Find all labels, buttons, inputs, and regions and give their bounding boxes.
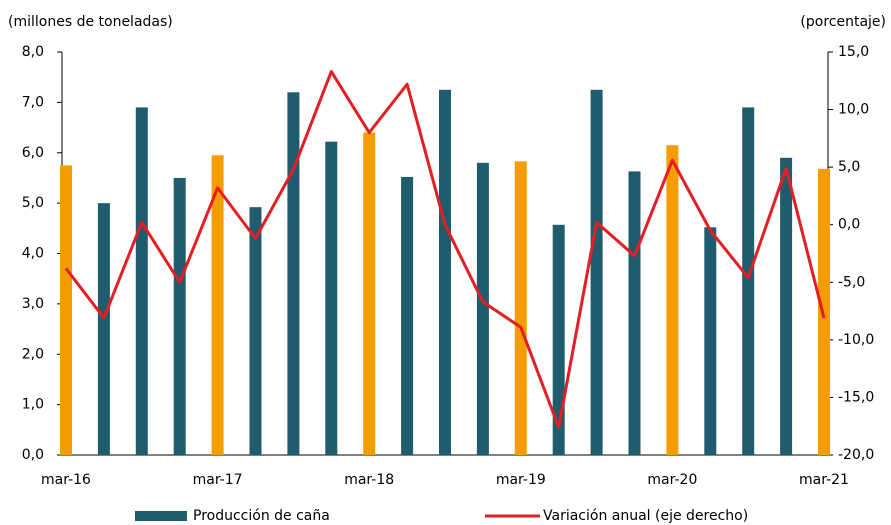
y2-tick-label: 5,0 <box>838 159 860 175</box>
y2-tick-label: 0,0 <box>838 217 860 233</box>
bar <box>552 224 565 455</box>
y-tick-label: 8,0 <box>22 44 44 60</box>
y2-tick-label: 10,0 <box>838 102 869 118</box>
y-tick-label: 0,0 <box>22 447 44 463</box>
bar <box>476 162 489 455</box>
bar <box>780 157 793 455</box>
bar <box>135 107 148 455</box>
bar <box>97 203 110 455</box>
x-tick-label: mar-16 <box>41 472 91 488</box>
bar <box>439 89 451 455</box>
bar <box>363 132 376 455</box>
y2-tick-label: 15,0 <box>838 44 869 60</box>
line <box>64 70 826 429</box>
bar <box>401 176 414 455</box>
bar <box>514 161 527 455</box>
y-axis-label: (millones de toneladas) <box>8 14 173 30</box>
x-tick-label: mar-21 <box>799 472 849 488</box>
bar <box>287 92 300 456</box>
y2-tick-label: -10,0 <box>838 332 874 348</box>
bar <box>666 145 679 455</box>
legend-swatch <box>135 511 187 521</box>
legend-label: Producción de caña <box>193 508 330 524</box>
bar <box>211 155 224 456</box>
bar <box>173 177 186 455</box>
y2-tick-label: -15,0 <box>838 389 874 405</box>
y-tick-label: 7,0 <box>22 94 44 110</box>
y-tick-label: 3,0 <box>22 296 44 312</box>
y2-tick-label: -5,0 <box>838 274 865 290</box>
bar <box>704 227 717 455</box>
x-tick-label: mar-20 <box>647 472 697 488</box>
bar <box>590 89 603 455</box>
x-tick-label: mar-18 <box>344 472 394 488</box>
y2-axis-label: (porcentaje) <box>800 14 886 30</box>
y-tick-label: 6,0 <box>22 145 44 161</box>
y-tick-label: 5,0 <box>22 195 44 211</box>
y-tick-label: 1,0 <box>22 397 44 413</box>
y-tick-label: 2,0 <box>22 346 44 362</box>
bar <box>325 141 338 456</box>
bar <box>249 207 262 455</box>
legend-label: Variación anual (eje derecho) <box>543 508 748 524</box>
bar <box>742 107 755 455</box>
x-tick-label: mar-17 <box>193 472 243 488</box>
y2-tick-label: -20,0 <box>838 447 874 463</box>
bar <box>60 165 72 455</box>
bar <box>628 171 641 456</box>
x-tick-label: mar-19 <box>496 472 546 488</box>
y-tick-label: 4,0 <box>22 246 44 262</box>
